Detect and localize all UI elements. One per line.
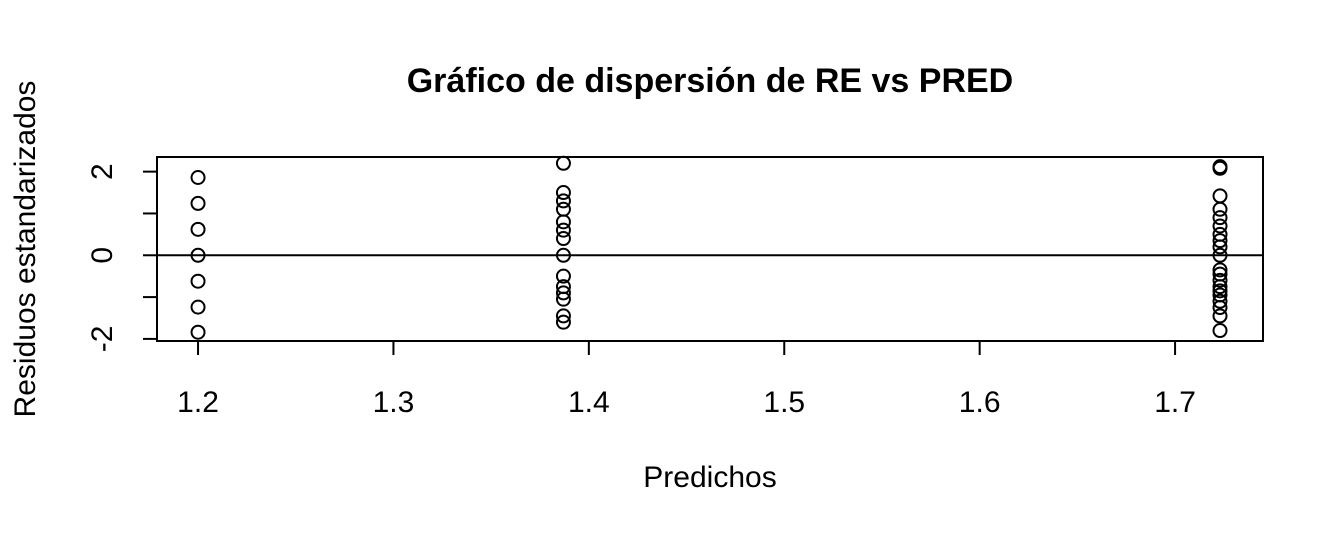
x-tick-label: 1.3 <box>373 386 415 419</box>
data-point <box>190 221 206 237</box>
data-point <box>555 222 571 238</box>
data-point <box>1212 272 1228 288</box>
y-axis: -2 0 2 <box>86 163 158 353</box>
data-point <box>1212 233 1228 249</box>
x-tick-label: 1.6 <box>959 386 1001 419</box>
data-point <box>190 247 206 263</box>
data-point <box>190 169 206 185</box>
data-point <box>555 185 571 201</box>
data-point <box>555 155 571 171</box>
data-point <box>1212 300 1228 316</box>
data-point <box>1212 218 1228 234</box>
data-point <box>1212 323 1228 339</box>
x-axis-label: Predichos <box>643 461 776 494</box>
data-point <box>1212 279 1228 295</box>
data-point <box>555 291 571 307</box>
data-point <box>555 314 571 330</box>
x-axis: 1.2 1.3 1.4 1.5 1.6 1.7 <box>177 340 1196 419</box>
data-point <box>1212 247 1228 263</box>
data-point <box>555 268 571 284</box>
x-tick-label: 1.2 <box>177 386 219 419</box>
data-point <box>190 195 206 211</box>
data-point <box>555 231 571 247</box>
data-point <box>1212 239 1228 255</box>
data-points <box>190 155 1228 340</box>
data-point <box>1212 188 1228 204</box>
data-point <box>555 285 571 301</box>
y-tick-label: 2 <box>86 163 119 180</box>
data-point <box>1212 201 1228 217</box>
data-point <box>190 324 206 340</box>
data-point <box>555 193 571 209</box>
y-tick-label: -2 <box>86 326 119 353</box>
data-point <box>190 299 206 315</box>
data-point <box>1212 160 1228 176</box>
data-point <box>1212 210 1228 226</box>
chart-title: Gráfico de dispersión de RE vs PRED <box>407 62 1014 100</box>
data-point <box>190 273 206 289</box>
data-point <box>555 308 571 324</box>
x-tick-label: 1.4 <box>568 386 610 419</box>
x-tick-label: 1.7 <box>1154 386 1196 419</box>
data-point <box>1212 293 1228 309</box>
data-point <box>555 214 571 230</box>
y-axis-label: Residuos estandarizados <box>9 81 42 418</box>
x-tick-label: 1.5 <box>763 386 805 419</box>
data-point <box>1212 262 1228 278</box>
data-point <box>1212 283 1228 299</box>
data-point <box>555 247 571 263</box>
data-point <box>555 201 571 217</box>
y-tick-label: 0 <box>86 247 119 264</box>
plot-frame <box>156 156 1264 342</box>
data-point <box>1212 308 1228 324</box>
